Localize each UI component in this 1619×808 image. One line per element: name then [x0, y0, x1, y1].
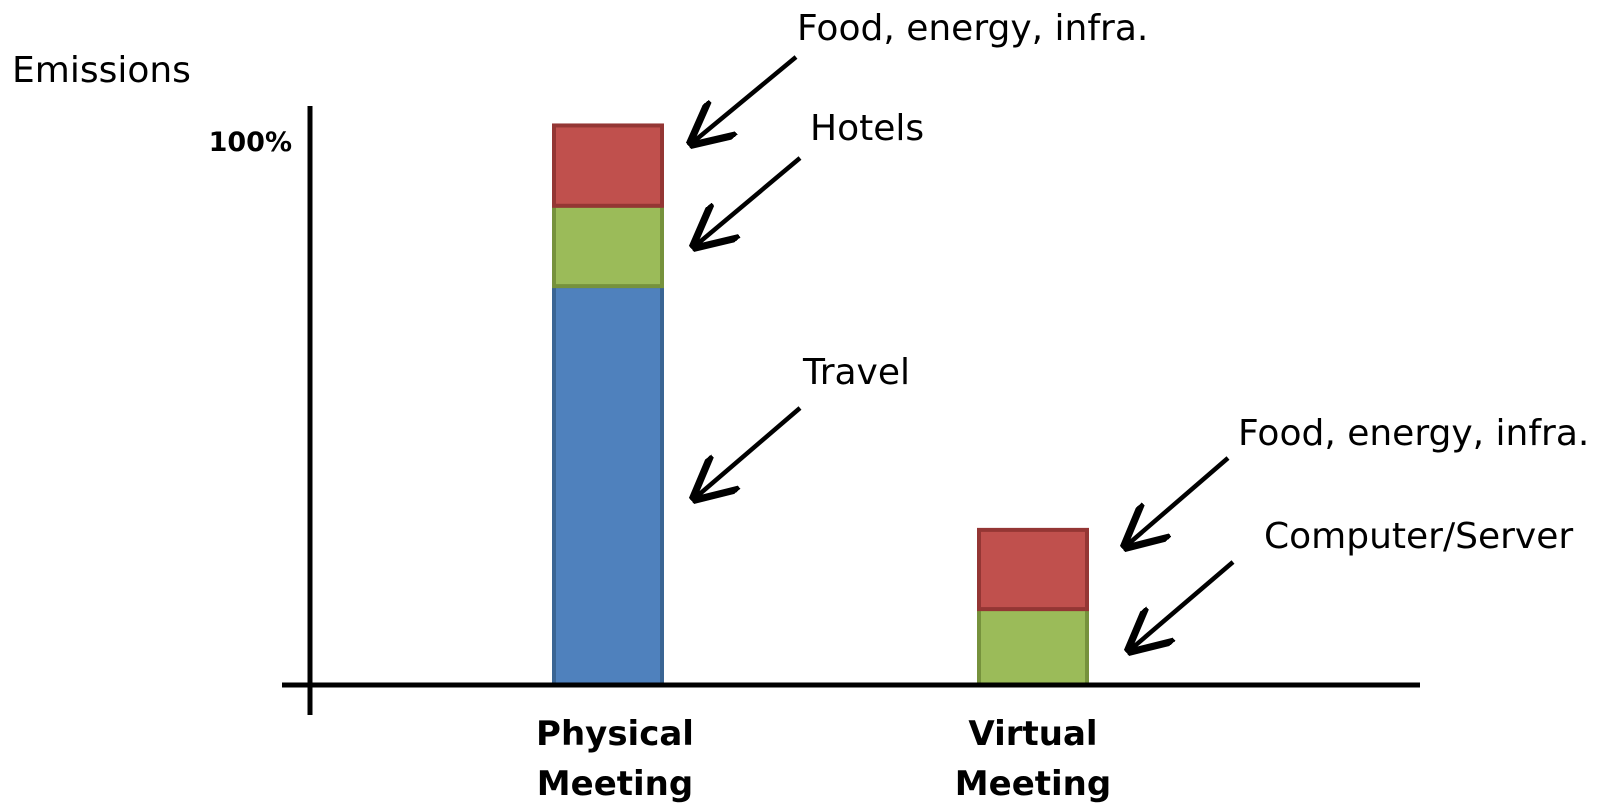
annotation-arrow — [695, 406, 802, 498]
annotation-arrow — [1126, 456, 1230, 546]
bar-segment — [552, 284, 664, 687]
annotation-label: Computer/Server — [1264, 516, 1573, 557]
annotations: Food, energy, infra. Hotels Travel Food, en… — [692, 8, 1589, 650]
y-axis-label: Emissions — [12, 50, 191, 91]
bar-segment — [977, 607, 1089, 687]
annotation-arrow — [1130, 560, 1235, 650]
bar-segments — [552, 123, 1089, 687]
annotation-arrow — [692, 55, 798, 143]
annotation-label: Food, energy, infra. — [1238, 413, 1589, 454]
bar-segment — [977, 527, 1089, 612]
annotation-label: Travel — [802, 352, 910, 393]
y-tick-label: 100% — [209, 127, 292, 158]
annotation-label: Hotels — [810, 108, 924, 149]
y-ticks: 100% — [209, 127, 292, 158]
category-label: Virtual Meeting — [955, 714, 1111, 804]
bar-segment — [552, 123, 664, 208]
bar-segment — [552, 203, 664, 289]
category-labels: Physical Meeting Virtual Meeting — [536, 714, 1111, 804]
category-label: Physical Meeting — [536, 714, 694, 804]
annotation-label: Food, energy, infra. — [797, 8, 1148, 49]
annotation-arrow — [695, 156, 802, 246]
